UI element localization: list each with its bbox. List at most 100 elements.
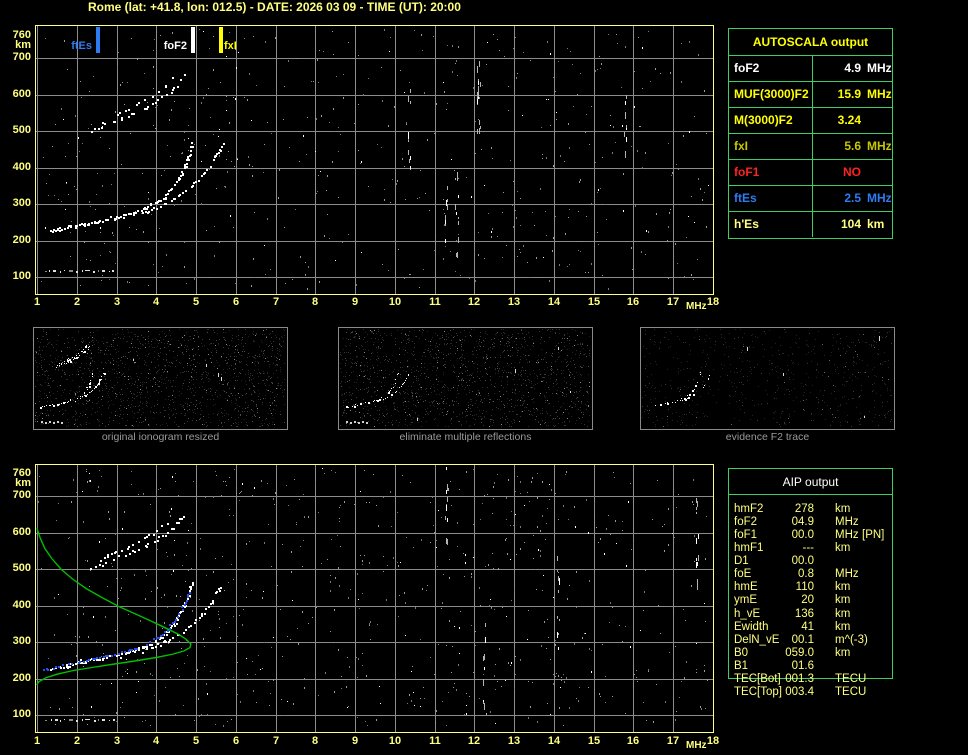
parameter-value: 5.6 [844, 139, 861, 153]
aip-row-foE: foE 0.8 MHz [729, 568, 894, 581]
y-tick-label: 400 [12, 161, 31, 173]
x-tick-label: 4 [152, 735, 160, 747]
autoscala-row-foF1: foF1 NO [729, 160, 892, 186]
y-tick-label: 700 [12, 51, 31, 63]
x-tick-label: 6 [232, 296, 240, 308]
legend-foF2-label: foF2 [163, 40, 187, 52]
aip-output-table: AIP output hmF2 278 km foF2 04.9 MHz foF1 00.0 M… [728, 468, 894, 698]
aip-value: --- [802, 542, 815, 555]
parameter-value: NO [843, 165, 861, 179]
x-tick-label: 13 [507, 735, 521, 747]
y-axis-unit-bottom: km [15, 477, 31, 489]
y-tick-label: 500 [12, 124, 31, 136]
aip-row-hmE: hmE 110 km [729, 581, 894, 594]
parameter-value: 15.9 [837, 87, 861, 101]
aip-unit: MHz [835, 529, 859, 542]
aip-value: 0.8 [798, 568, 814, 581]
y-tick-label: 400 [12, 599, 31, 611]
station-date-time-title: Rome (lat: +41.8, lon: 012.5) - DATE: 20… [88, 0, 461, 14]
aip-value: 001.3 [785, 672, 814, 685]
aip-value: 00.0 [791, 555, 814, 568]
x-tick-label: 4 [152, 296, 160, 308]
aip-row-B1: B1 01.6 [729, 660, 894, 673]
parameter-value: 2.5 [844, 191, 861, 205]
aip-unit: km [835, 581, 851, 594]
x-tick-label: 15 [587, 296, 601, 308]
aip-value: 20 [801, 594, 814, 607]
y-tick-label: 600 [12, 88, 31, 100]
autoscala-output-table: AUTOSCALA output foF2 4.9 MHz MUF(3000)F2 15… [728, 28, 893, 239]
aip-row-ymE: ymE 20 km [729, 594, 894, 607]
aip-unit: MHz [835, 568, 859, 581]
aip-unit: km [835, 542, 851, 555]
x-tick-label: 12 [467, 735, 481, 747]
parameter-unit: MHz [867, 61, 892, 75]
parameter-name: M(3000)F2 [729, 108, 813, 133]
x-tick-label: 5 [192, 296, 200, 308]
x-tick-label: 16 [626, 735, 640, 747]
x-tick-label: 3 [113, 296, 121, 308]
aip-name: foF2 [734, 516, 758, 529]
aip-name: foF1 [734, 529, 758, 542]
x-tick-label: 15 [587, 735, 601, 747]
aip-unit: km [835, 594, 851, 607]
parameter-unit: MHz [867, 191, 892, 205]
parameter-value: 104 [840, 217, 861, 231]
autoscala-table-title: AUTOSCALA output [729, 29, 892, 56]
aip-value: 01.6 [791, 659, 814, 672]
aip-unit: MHz [835, 516, 859, 529]
x-tick-label: 2 [73, 296, 81, 308]
aip-value: 278 [794, 503, 814, 515]
aip-value: 003.4 [785, 685, 814, 698]
aip-name: DelN_vE [734, 633, 780, 646]
y-axis-unit-top: km [15, 39, 31, 51]
aip-name: B1 [734, 659, 749, 672]
parameter-value: 3.24 [837, 113, 861, 127]
y-tick-label: 200 [12, 672, 31, 684]
panel-clean-caption: eliminate multiple reflections [399, 431, 532, 443]
aip-name: Ewidth [734, 620, 769, 633]
aip-name: B0 [734, 646, 749, 659]
aip-name: h_vE [734, 607, 761, 620]
aip-row-B0: B0 059.0 km [729, 647, 894, 660]
ionogram-bottom-canvas [35, 464, 714, 733]
autoscala-row-MUF(3000)F2: MUF(3000)F2 15.9 MHz [729, 82, 892, 108]
y-tick-label: 300 [12, 197, 31, 209]
x-tick-label: 10 [388, 735, 402, 747]
aip-row-DelN_vE: DelN_vE 00.1 m^(-3) [729, 634, 894, 647]
parameter-name: fxI [729, 134, 813, 159]
x-tick-label: 2 [73, 735, 81, 747]
x-tick-label: 17 [666, 735, 680, 747]
x-tick-label: 17 [666, 296, 680, 308]
x-axis-unit-top: MHz [686, 301, 707, 312]
parameter-unit: MHz [867, 87, 892, 101]
parameter-unit: km [867, 217, 885, 231]
aip-unit: km [835, 607, 851, 620]
aip-name: ymE [734, 594, 757, 607]
aip-unit: TECU [835, 685, 867, 698]
x-tick-label: 14 [547, 296, 561, 308]
aip-row-Ewidth: Ewidth 41 km [729, 621, 894, 634]
x-tick-label: 10 [388, 296, 402, 308]
y-tick-label: 300 [12, 635, 31, 647]
aip-unit: m^(-3) [835, 633, 868, 646]
panel-original-caption: original ionogram resized [101, 431, 220, 443]
x-tick-label: 3 [113, 735, 121, 747]
aip-row-TEC[Bot]: TEC[Bot] 001.3 TECU [729, 673, 894, 686]
aip-table-title: AIP output [729, 469, 892, 495]
x-tick-label: 8 [311, 735, 319, 747]
aip-unit: km [835, 646, 851, 659]
x-tick-label: 5 [192, 735, 200, 747]
x-tick-label: 7 [272, 296, 280, 308]
x-tick-label: 12 [467, 296, 481, 308]
autoscala-row-ftEs: ftEs 2.5 MHz [729, 186, 892, 212]
x-tick-label: 1 [33, 735, 41, 747]
aip-row-foF2: foF2 04.9 MHz [729, 516, 894, 529]
parameter-name: foF2 [729, 56, 813, 81]
autoscala-row-fxI: fxI 5.6 MHz [729, 134, 892, 160]
y-tick-label: 200 [12, 234, 31, 246]
aip-row-D1: D1 00.0 [729, 555, 894, 568]
parameter-value: 4.9 [844, 61, 861, 75]
y-tick-label: 100 [12, 270, 31, 282]
legend-fxI-label: fxI [224, 40, 237, 52]
